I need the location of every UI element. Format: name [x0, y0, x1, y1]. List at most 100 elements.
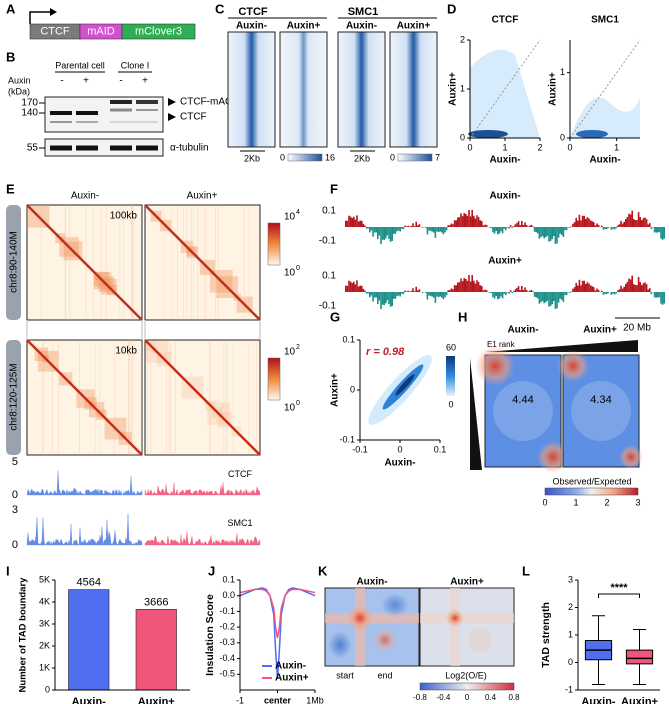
y-tick-label: -1 — [565, 684, 573, 694]
label: 100kb — [110, 211, 138, 222]
compartment-bar — [429, 227, 432, 231]
compartment-bar — [482, 290, 485, 292]
enrichment — [475, 346, 515, 386]
compartment-bar — [441, 227, 443, 233]
decoration — [50, 8, 57, 16]
box — [625, 649, 654, 665]
compartment-bar — [455, 220, 457, 227]
signal-track — [144, 482, 261, 496]
compartment-bar — [516, 287, 518, 292]
label: 2Kb — [354, 153, 370, 163]
label: + — [142, 76, 148, 87]
density — [470, 49, 540, 138]
compartment-bar — [541, 292, 544, 302]
compartment-bar — [618, 289, 621, 292]
compartment-bar — [385, 227, 387, 239]
compartment-bar — [407, 225, 409, 227]
compartment-bar — [354, 284, 357, 292]
compartment-bar — [417, 290, 419, 292]
compartment-bar — [508, 227, 510, 229]
compartment-bar — [453, 285, 456, 292]
compartment-bar — [383, 227, 385, 241]
compartment-bar — [437, 292, 440, 298]
compartment-bar — [367, 292, 369, 294]
compartment-bar — [437, 227, 440, 233]
compartment-bar — [636, 220, 638, 227]
compartment-bar — [389, 292, 392, 307]
compartment-bar — [401, 227, 403, 229]
diagonal — [26, 339, 143, 456]
compartment-bar — [364, 225, 366, 227]
compartment-bar — [393, 292, 395, 299]
axis — [577, 580, 660, 691]
compartment-bar — [356, 280, 358, 292]
compartment-bar — [492, 227, 494, 233]
y-tick-label: -0.1 — [219, 606, 235, 616]
compartment-bar — [633, 284, 635, 292]
compartment-bar — [413, 291, 416, 292]
compartment-bar — [637, 277, 640, 292]
compartment-bar — [426, 227, 429, 235]
compartment-bar — [449, 290, 451, 292]
compartment-bar — [551, 292, 553, 305]
compartment-bar — [586, 217, 589, 227]
compartment-bar — [444, 292, 446, 298]
y-tick-label: 0 — [45, 684, 50, 694]
compartment-bar — [658, 227, 661, 233]
label: Observed/Expected — [552, 476, 631, 486]
compartment-bar — [647, 289, 649, 292]
compartment-bar — [394, 227, 397, 234]
compartment-bar — [628, 278, 630, 292]
y-axis-title: Insulation Score — [204, 594, 216, 676]
label: r = 0.98 — [366, 346, 405, 358]
compartment-bar — [497, 227, 499, 235]
compartment-bar — [346, 220, 349, 227]
compartment-bar — [500, 292, 502, 297]
compartment-bar — [458, 217, 461, 227]
compartment-bar — [445, 227, 448, 231]
compartment-bar — [549, 227, 552, 241]
compartment-bar — [439, 292, 441, 297]
compartment-bar — [569, 292, 571, 293]
compartment-bar — [503, 292, 505, 294]
compartment-bar — [505, 227, 507, 231]
compartment-bar — [349, 281, 352, 292]
compartment-bar — [452, 224, 454, 227]
panel-label: L — [522, 563, 530, 578]
compartment-bar — [436, 227, 438, 232]
compartment-bar — [634, 220, 637, 227]
compartment-bar — [661, 227, 664, 240]
compartment-bar — [506, 292, 509, 293]
compartment-bar — [605, 292, 608, 295]
panel-label: H — [458, 309, 467, 324]
compartment-bar — [413, 226, 416, 227]
compartment-bar — [498, 227, 501, 234]
compartment-bar — [517, 221, 520, 227]
compartment-bar — [535, 227, 537, 233]
compartment-bar — [596, 223, 598, 227]
label: CTCF — [492, 15, 519, 26]
arrowhead — [168, 113, 176, 121]
compartment-bar — [404, 290, 406, 292]
label: Auxin+ — [583, 325, 617, 336]
label: Auxin- — [356, 577, 387, 588]
compartment-bar — [553, 227, 555, 237]
label: 0 — [296, 265, 300, 272]
x-tick-label: Auxin- — [581, 696, 616, 704]
compartment-bar — [375, 292, 377, 298]
compartment-bar — [623, 221, 625, 227]
compartment-bar — [362, 288, 365, 292]
compartment-bar — [545, 292, 547, 303]
compartment-bar — [636, 285, 638, 292]
compartment-bar — [580, 285, 582, 292]
compartment-bar — [546, 292, 549, 301]
compartment-bar — [521, 220, 523, 227]
compartment-bar — [501, 292, 504, 299]
panel-label: K — [318, 563, 328, 578]
heatmap — [419, 587, 515, 667]
compartment-bar — [383, 292, 385, 306]
label: -0.1 — [319, 236, 337, 247]
colorbar — [267, 222, 281, 266]
label: 4.34 — [590, 394, 611, 406]
y-tick-label: -0.3 — [219, 637, 235, 647]
